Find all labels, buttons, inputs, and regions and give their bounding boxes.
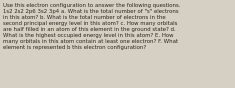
Text: Use this electron configuration to answer the following questions.
1s2 2s2 2p6 3: Use this electron configuration to answe… xyxy=(3,3,180,51)
